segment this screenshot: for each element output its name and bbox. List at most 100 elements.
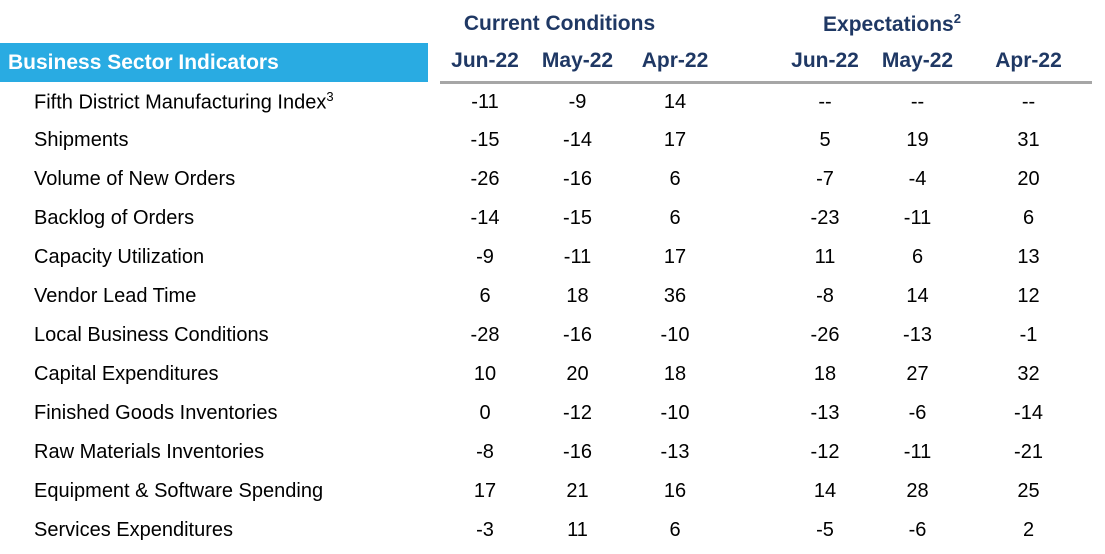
- exp-jun-value: 18: [813, 363, 837, 385]
- cc-apr-value: 16: [663, 480, 687, 502]
- row-label: Vendor Lead Time: [34, 285, 197, 307]
- exp-may-value: -4: [908, 168, 927, 190]
- group-header-current-conditions: Current Conditions: [440, 6, 725, 42]
- gap-cell: [725, 511, 780, 550]
- cc-may-value: -9: [568, 90, 587, 113]
- cc-jun-value: -9: [476, 246, 494, 268]
- exp-jun-value: --: [818, 90, 832, 113]
- cc-may-value: -12: [563, 402, 592, 424]
- cc-may-value: 11: [567, 519, 588, 541]
- cc-may-value: 18: [566, 285, 589, 307]
- table-title-cell: Business Sector Indicators: [0, 42, 440, 82]
- gap-cell: [725, 472, 780, 511]
- exp-may-value: -11: [903, 207, 932, 229]
- row-label: Finished Goods Inventories: [34, 402, 278, 424]
- gap-cell: [725, 160, 780, 199]
- cc-jun-value: -28: [470, 324, 500, 346]
- cc-jun-value: 17: [473, 480, 497, 502]
- exp-may-value: -6: [908, 519, 927, 541]
- exp-jun-value: -7: [816, 168, 834, 190]
- gap-cell: [725, 355, 780, 394]
- gap-cell: [725, 199, 780, 238]
- gap-cell: [725, 316, 780, 355]
- exp-jun-value: -26: [810, 324, 840, 346]
- table-title-bar: Business Sector Indicators: [0, 43, 428, 82]
- cc-apr-value: 6: [669, 207, 681, 229]
- cc-apr-value: -10: [660, 324, 690, 346]
- table-row: Backlog of Orders -14 -15 6 -23 -11 6: [0, 199, 1092, 238]
- exp-apr-value: 13: [1017, 246, 1040, 268]
- cc-jun-value: -26: [470, 168, 500, 190]
- gap-cell: [725, 121, 780, 160]
- row-label: Shipments: [34, 129, 129, 151]
- cc-jun-value: -8: [476, 441, 494, 463]
- table-row: Shipments -15 -14 17 5 19 31: [0, 121, 1092, 160]
- exp-jun-value: 14: [813, 480, 837, 502]
- exp-jun-value: -23: [810, 207, 840, 229]
- group-header-gap: [725, 6, 780, 42]
- cc-apr-value: 14: [663, 90, 687, 113]
- cc-may-value: -11: [563, 246, 592, 268]
- column-header-gap: [725, 42, 780, 84]
- index-footnote-marker: 3: [326, 88, 334, 104]
- cc-apr-value: 6: [669, 519, 681, 541]
- expectations-label: Expectations: [823, 13, 954, 36]
- cc-jun-value: -3: [476, 519, 494, 541]
- exp-apr-value: -1: [1019, 324, 1038, 346]
- row-label: Capacity Utilization: [34, 246, 205, 268]
- cc-jun-value: 6: [479, 285, 491, 307]
- table-row: Vendor Lead Time 6 18 36 -8 14 12: [0, 277, 1092, 316]
- exp-may-value: 19: [906, 129, 929, 151]
- row-label: Backlog of Orders: [34, 207, 195, 229]
- exp-apr-value: 31: [1017, 129, 1040, 151]
- table-row: Fifth District Manufacturing Index3 -11 …: [0, 82, 1092, 121]
- row-label: Raw Materials Inventories: [34, 441, 265, 463]
- exp-may-value: -6: [908, 402, 927, 424]
- exp-apr-value: 32: [1017, 363, 1040, 385]
- exp-apr-value: 6: [1022, 207, 1035, 229]
- exp-jun-value: -8: [816, 285, 834, 307]
- exp-jun-value: -12: [810, 441, 840, 463]
- row-label: Services Expenditures: [34, 519, 233, 541]
- table-row: Local Business Conditions -28 -16 -10 -2…: [0, 316, 1092, 355]
- table-row: Equipment & Software Spending 17 21 16 1…: [0, 472, 1092, 511]
- exp-may-value: 14: [906, 285, 929, 307]
- cc-apr-value: 36: [663, 285, 687, 307]
- table-title-label: Business Sector Indicators: [8, 50, 279, 74]
- row-label: Fifth District Manufacturing Index3: [34, 88, 334, 114]
- row-label: Local Business Conditions: [34, 324, 269, 346]
- cc-may-value: -16: [563, 168, 592, 190]
- cc-apr-value: 17: [663, 246, 687, 268]
- current-conditions-label: Current Conditions: [463, 12, 656, 35]
- exp-may-value: -13: [903, 324, 932, 346]
- table-row: Services Expenditures -3 11 6 -5 -6 2: [0, 511, 1092, 550]
- cc-may-value: -16: [563, 441, 592, 463]
- exp-apr-value: 20: [1017, 168, 1040, 190]
- group-header-expectations: Expectations2: [780, 6, 1092, 42]
- cc-may-value: -14: [563, 129, 592, 151]
- cc-may-value: 21: [566, 480, 589, 502]
- group-header-empty-cell: [0, 6, 440, 42]
- gap-cell: [725, 433, 780, 472]
- business-sector-indicators-table: Current Conditions Expectations2 Busines…: [0, 6, 1093, 550]
- exp-may-value: -11: [903, 441, 932, 463]
- row-label: Volume of New Orders: [34, 168, 236, 190]
- gap-cell: [725, 394, 780, 433]
- cc-apr-value: 17: [663, 129, 687, 151]
- exp-apr-value: 12: [1017, 285, 1040, 307]
- cc-apr-value: -10: [660, 402, 690, 424]
- cc-may-value: -15: [563, 207, 592, 229]
- cc-jun-value: 0: [479, 402, 491, 424]
- column-header-cc-apr22: Apr-22: [625, 42, 725, 84]
- exp-jun-value: 11: [814, 246, 836, 268]
- cc-apr-value: -13: [660, 441, 690, 463]
- group-header-row: Current Conditions Expectations2: [0, 6, 1092, 42]
- cc-jun-value: -11: [471, 90, 499, 113]
- exp-apr-value: --: [1021, 90, 1036, 113]
- column-header-exp-may22: May-22: [870, 42, 965, 84]
- exp-may-value: 6: [911, 246, 924, 268]
- cc-jun-value: -15: [470, 129, 500, 151]
- column-header-row: Business Sector Indicators Jun-22 May-22…: [0, 42, 1093, 84]
- cc-jun-value: -14: [470, 207, 500, 229]
- exp-jun-value: -5: [816, 519, 834, 541]
